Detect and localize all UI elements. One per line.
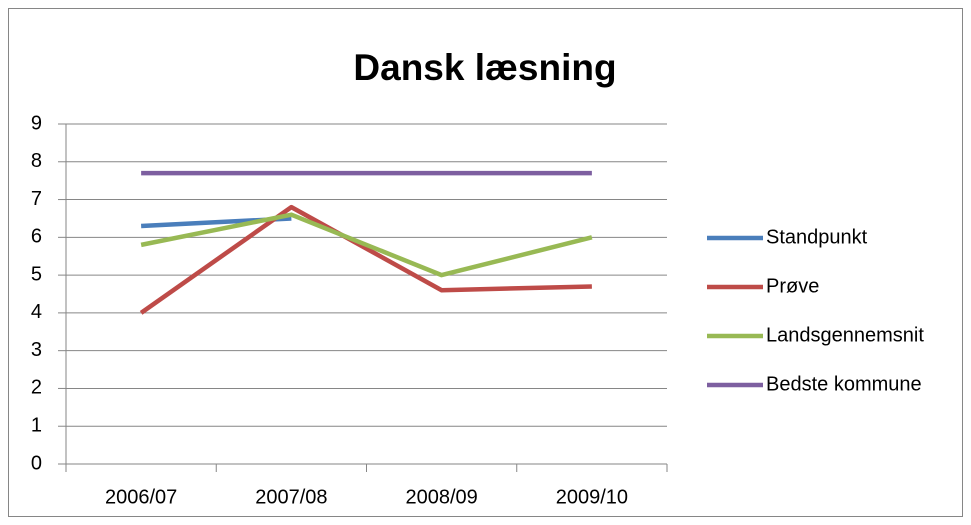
y-tick-label: 0 xyxy=(31,452,42,474)
y-tick-label: 7 xyxy=(31,188,42,210)
line-series xyxy=(140,212,593,278)
x-tick-label: 2006/07 xyxy=(105,486,177,508)
chart-title: Dansk læsning xyxy=(353,47,616,88)
y-tick-label: 3 xyxy=(31,339,42,361)
y-tick-label: 9 xyxy=(31,112,42,134)
y-tick-label: 6 xyxy=(31,226,42,248)
y-tick-label: 5 xyxy=(31,263,42,285)
y-tick-label: 2 xyxy=(31,377,42,399)
y-tick-label: 4 xyxy=(31,301,42,323)
legend-label: Standpunkt xyxy=(766,226,868,248)
legend-label: Bedste kommune xyxy=(766,373,922,395)
legend-label: Prøve xyxy=(766,275,819,297)
line-series xyxy=(139,204,592,315)
x-tick-label: 2007/08 xyxy=(255,486,327,508)
y-tick-label: 1 xyxy=(31,415,42,437)
x-tick-label: 2008/09 xyxy=(405,486,477,508)
legend-label: Landsgennemsnit xyxy=(766,324,924,346)
y-tick-label: 8 xyxy=(31,150,42,172)
x-tick-label: 2009/10 xyxy=(556,486,628,508)
